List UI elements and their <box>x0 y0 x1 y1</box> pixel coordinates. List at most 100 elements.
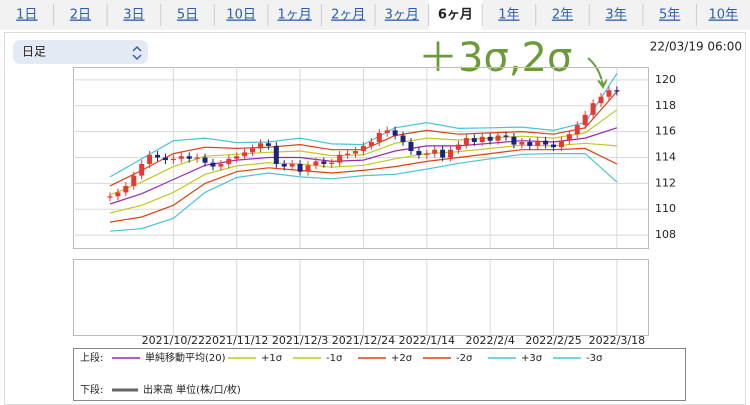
candle-body <box>265 143 271 146</box>
legend-entry: -3σ <box>586 353 603 364</box>
tab[interactable]: 5日 <box>177 8 198 23</box>
candle-body <box>432 149 438 154</box>
candle-body <box>353 151 359 154</box>
band-line <box>109 142 617 214</box>
legend-entry: 単純移動平均(20) <box>145 351 226 364</box>
candle-body <box>606 90 612 97</box>
tab[interactable]: 3年 <box>605 8 626 23</box>
tab[interactable]: 3日 <box>123 8 144 23</box>
candle-body <box>178 156 184 159</box>
candle-body <box>376 132 382 142</box>
timestamp: 22/03/19 06:00 <box>650 40 742 54</box>
candle-body <box>147 154 153 164</box>
band-line <box>109 127 618 205</box>
candle-body <box>400 135 406 142</box>
candle-body <box>535 140 541 146</box>
candle-body <box>471 138 477 142</box>
candle-body <box>131 175 137 186</box>
band-line <box>109 147 618 223</box>
candle-body <box>424 153 430 155</box>
band-line <box>109 153 618 232</box>
candle-body <box>289 163 295 167</box>
candle-body <box>511 136 517 145</box>
candle-body <box>495 135 501 141</box>
dropdown[interactable] <box>13 40 148 64</box>
candle-body <box>384 130 390 133</box>
candle-body <box>242 152 248 157</box>
y-tick-label: 120 <box>655 73 676 86</box>
tab[interactable]: 3ヶ月 <box>385 8 419 23</box>
tab[interactable]: 10年 <box>708 8 738 23</box>
candle-body <box>614 90 620 92</box>
x-tick-label: 2021/10/22 <box>142 334 205 347</box>
candle-body <box>392 130 398 136</box>
candle-body <box>503 135 509 137</box>
candle-body <box>368 141 374 146</box>
candle-body <box>337 154 343 163</box>
tab-selected <box>428 0 483 30</box>
candle-body <box>218 163 224 167</box>
candle-body <box>487 136 493 141</box>
y-tick-label: 110 <box>655 202 676 215</box>
x-tick-label: 2022/1/14 <box>399 334 455 347</box>
candle-body <box>123 185 129 193</box>
dropdown-icon <box>132 45 142 61</box>
candle-body <box>519 141 525 145</box>
candle-body <box>210 162 216 167</box>
annotation: ＋3σ,2σ <box>418 35 572 81</box>
candle-body <box>360 145 366 152</box>
candle-body <box>551 144 557 148</box>
candle-body <box>448 149 454 158</box>
candle-body <box>582 114 588 126</box>
x-tick-label: 2021/11/12 <box>205 334 268 347</box>
tab[interactable]: 1ヶ月 <box>278 8 312 23</box>
legend-entry: +2σ <box>391 353 413 364</box>
candle-body <box>297 163 303 172</box>
candle-body <box>305 165 311 172</box>
candle-body <box>139 163 145 176</box>
candle-body <box>598 96 604 104</box>
dropdown-label[interactable]: 日足 <box>22 45 46 59</box>
candle-body <box>250 148 256 153</box>
legend-entry: -1σ <box>326 353 343 364</box>
legend <box>73 348 686 401</box>
y-tick-label: 108 <box>655 228 676 241</box>
candle-body <box>440 149 446 158</box>
legend-entry: +3σ <box>521 353 543 364</box>
candle-body <box>345 153 351 155</box>
candle-body <box>234 156 240 159</box>
candle-body <box>455 144 461 150</box>
tab[interactable]: 1年 <box>498 8 519 23</box>
candle-body <box>186 156 192 159</box>
candle-body <box>543 140 549 145</box>
legend-label: 下段: <box>80 383 103 396</box>
candle-body <box>115 192 121 197</box>
candle-body <box>416 151 422 155</box>
x-tick-label: 2022/3/18 <box>589 334 645 347</box>
tab[interactable]: 2年 <box>552 8 573 23</box>
tab[interactable]: 2日 <box>70 8 91 23</box>
x-tick-label: 2022/2/25 <box>525 334 581 347</box>
candle-body <box>107 196 113 198</box>
candle-body <box>479 136 485 142</box>
legend-entry: +1σ <box>261 353 283 364</box>
candle-body <box>329 162 335 164</box>
tab[interactable]: 5年 <box>659 8 680 23</box>
candle-body <box>281 163 287 167</box>
tab[interactable]: 10日 <box>226 8 256 23</box>
tab[interactable]: 2ヶ月 <box>331 8 365 23</box>
legend-entry: -2σ <box>456 353 473 364</box>
candle-body <box>527 141 533 146</box>
legend-label: 上段: <box>80 351 103 364</box>
y-tick-label: 116 <box>655 125 676 138</box>
candle-body <box>321 161 327 164</box>
candle-body <box>590 103 596 115</box>
candle-body <box>257 143 263 149</box>
candle-body <box>155 154 161 158</box>
tab[interactable]: 1日 <box>16 8 37 23</box>
annotation-arrow <box>587 57 608 89</box>
tab[interactable]: 6ヶ月 <box>438 8 473 23</box>
y-tick-label: 118 <box>655 99 676 112</box>
candle-body <box>566 134 572 141</box>
